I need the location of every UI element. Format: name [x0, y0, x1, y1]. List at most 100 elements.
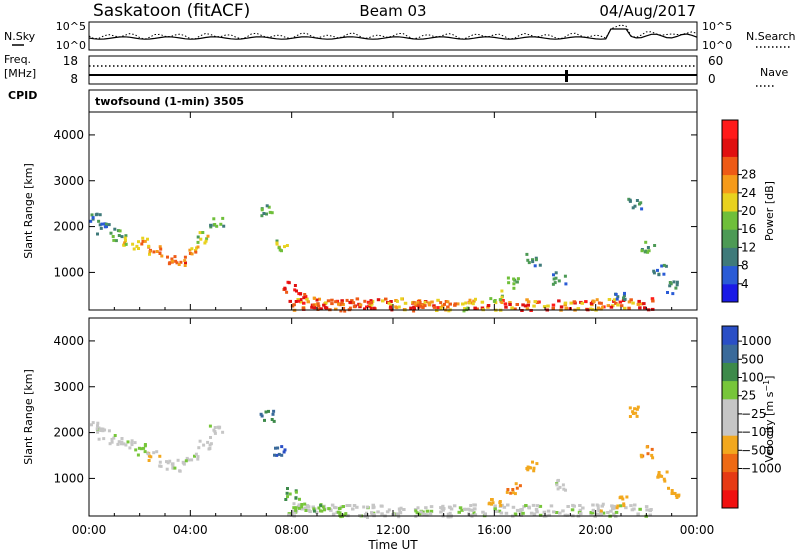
data-cell: [124, 443, 128, 447]
data-cell: [631, 206, 635, 210]
data-cell: [618, 504, 623, 508]
data-cell: [345, 504, 349, 507]
data-cell: [323, 508, 326, 512]
data-cell: [475, 307, 479, 311]
data-cell: [439, 510, 443, 514]
data-cell: [202, 443, 206, 447]
data-cell: [612, 299, 616, 303]
data-cell: [547, 513, 551, 517]
data-cell: [146, 452, 150, 456]
data-cell: [534, 507, 539, 511]
data-cell: [294, 300, 298, 303]
data-cell: [599, 301, 603, 305]
nave-label: Nave: [760, 66, 788, 79]
data-cell: [418, 512, 422, 516]
data-cell: [166, 461, 170, 465]
data-cell: [182, 462, 186, 466]
data-cell: [578, 508, 583, 512]
data-cell: [525, 298, 529, 302]
data-cell: [130, 443, 134, 447]
data-cell: [615, 297, 619, 301]
data-cell: [596, 504, 600, 508]
data-cell: [302, 301, 306, 305]
data-cell: [209, 436, 212, 439]
data-cell: [515, 486, 519, 490]
colorbar-segment: [722, 435, 738, 454]
data-cell: [297, 299, 301, 303]
data-cell: [350, 299, 354, 303]
data-cell: [288, 492, 292, 496]
data-cell: [519, 513, 524, 517]
data-cell: [468, 301, 471, 305]
data-cell: [612, 512, 616, 516]
data-cell: [492, 299, 496, 303]
data-cell: [535, 301, 540, 304]
data-cell: [440, 304, 445, 308]
data-cell: [480, 306, 485, 310]
data-cell: [556, 479, 560, 483]
data-cell: [188, 252, 192, 255]
data-cell: [498, 298, 502, 302]
data-cell: [208, 424, 212, 428]
freq-tick-bottom: 8: [70, 72, 78, 86]
data-cell: [194, 452, 198, 456]
data-cell: [212, 217, 216, 221]
data-cell: [268, 210, 272, 214]
data-cell: [159, 247, 163, 251]
data-cell: [665, 470, 669, 474]
data-cell: [213, 430, 217, 434]
data-cell: [90, 213, 94, 217]
data-cell: [128, 446, 132, 450]
data-cell: [213, 223, 217, 226]
data-cell: [363, 307, 366, 311]
data-cell: [99, 226, 103, 230]
data-cell: [342, 306, 346, 310]
power-ylabel: Slant Range [km]: [22, 163, 35, 259]
data-cell: [345, 298, 349, 302]
data-cell: [564, 306, 568, 310]
data-cell: [612, 298, 617, 302]
data-cell: [385, 510, 390, 514]
colorbar-tick-label: −25: [741, 407, 766, 421]
data-cell: [579, 512, 583, 516]
data-cell: [348, 306, 352, 310]
data-cell: [355, 505, 359, 509]
data-cell: [628, 415, 632, 418]
data-cell: [300, 503, 304, 506]
data-cell: [120, 440, 124, 444]
data-cell: [352, 504, 357, 507]
data-cell: [429, 509, 434, 513]
data-cell: [126, 440, 130, 444]
data-cell: [631, 301, 635, 305]
colorbar-tick-label: 28: [741, 168, 756, 182]
data-cell: [525, 307, 530, 311]
colorbar-segment: [722, 417, 738, 436]
data-cell: [423, 304, 427, 308]
data-cell: [190, 247, 194, 251]
data-cell: [294, 490, 298, 494]
data-cell: [362, 505, 366, 509]
data-cell: [675, 496, 679, 499]
data-cell: [109, 231, 113, 235]
data-cell: [297, 292, 301, 296]
data-cell: [96, 424, 99, 428]
data-cell: [313, 303, 317, 307]
data-cell: [440, 507, 444, 511]
data-cell: [376, 298, 381, 302]
data-cell: [591, 299, 595, 303]
station-title: Saskatoon (fitACF): [93, 1, 250, 21]
freq-label: Freq.: [4, 53, 31, 66]
data-cell: [219, 222, 223, 226]
data-cell: [143, 444, 147, 448]
data-cell: [499, 503, 503, 507]
data-cell: [660, 474, 664, 478]
data-cell: [670, 489, 674, 492]
data-cell: [486, 304, 491, 307]
data-cell: [460, 508, 464, 512]
data-cell: [591, 503, 595, 507]
data-cell: [171, 464, 175, 468]
data-cell: [155, 250, 159, 253]
data-cell: [640, 249, 644, 253]
data-cell: [209, 225, 213, 229]
data-cell: [639, 201, 643, 205]
